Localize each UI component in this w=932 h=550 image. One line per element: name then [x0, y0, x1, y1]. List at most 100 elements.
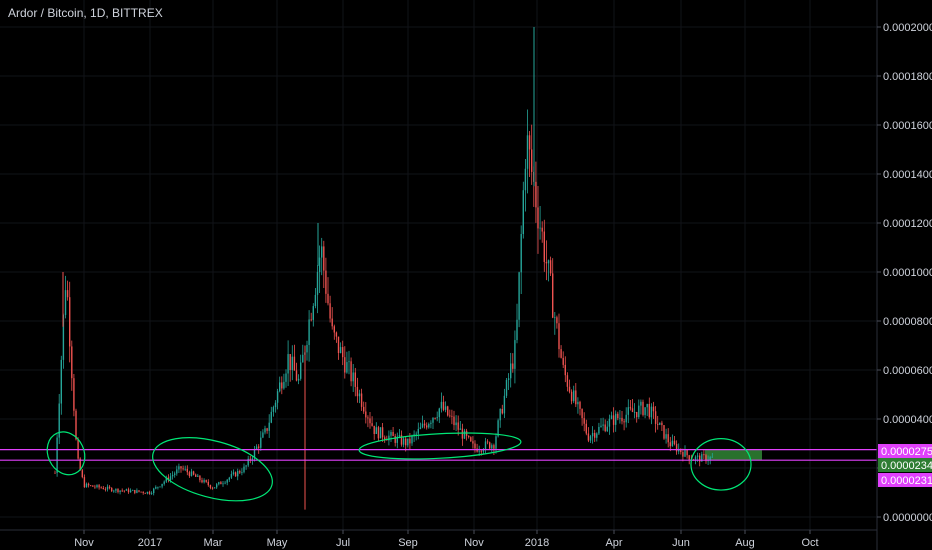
candle-body	[127, 489, 130, 493]
candle-body	[201, 480, 203, 483]
candle-body	[514, 340, 516, 369]
candle-body	[629, 407, 632, 409]
candle-body	[373, 425, 375, 435]
candle-body	[701, 454, 703, 462]
candle-body	[346, 362, 348, 373]
candle-body	[417, 428, 419, 434]
time-axis[interactable]: Nov 2017 Mar May Jul Sep Nov 2018 Apr Jun Aug Oct	[74, 530, 819, 549]
candle-body	[153, 488, 155, 494]
candle-body	[535, 181, 537, 208]
candle-body	[453, 416, 455, 426]
candle-body	[705, 455, 707, 462]
candle-body	[623, 421, 625, 423]
candle-body	[71, 346, 73, 379]
x-tick-label: Jun	[672, 537, 690, 549]
x-tick-label: 2017	[138, 537, 162, 549]
candle-body	[522, 190, 524, 234]
candle-body	[276, 391, 279, 403]
candle-body	[266, 428, 268, 431]
candle-body	[77, 439, 79, 459]
candle-body	[188, 472, 191, 476]
candle-body	[518, 272, 520, 320]
candle-body	[331, 318, 333, 327]
candle-body	[598, 426, 600, 434]
candle-body	[661, 422, 663, 426]
candle-body	[381, 427, 384, 438]
candle-body	[352, 372, 354, 382]
candle-body	[367, 417, 369, 419]
candle-body	[589, 436, 592, 441]
candle-body	[650, 406, 653, 418]
candle-body	[631, 408, 634, 412]
candle-body	[66, 290, 69, 298]
x-tick-label: Mar	[204, 537, 223, 549]
candle-body	[554, 317, 556, 319]
candle-body	[392, 432, 394, 437]
candle-body	[463, 430, 466, 439]
candle-body	[136, 490, 138, 493]
candle-body	[220, 482, 222, 485]
circle-marker	[46, 431, 86, 476]
candle-body	[146, 491, 149, 494]
candle-body	[501, 409, 503, 414]
candle-body	[260, 437, 262, 448]
candle-body	[587, 433, 590, 441]
candle-body	[419, 427, 422, 429]
candle-body	[442, 401, 445, 410]
candle-body	[667, 434, 669, 443]
candle-body	[684, 449, 686, 457]
x-tick-label: Aug	[735, 537, 755, 549]
candle-body	[671, 440, 674, 447]
candle-body	[455, 422, 457, 426]
candle-body	[625, 414, 627, 423]
candle-body	[434, 417, 436, 419]
candle-body	[396, 436, 398, 443]
candle-body	[636, 411, 638, 418]
candle-body	[547, 260, 550, 264]
candle-body	[60, 359, 62, 404]
candle-body	[673, 440, 676, 445]
candle-body	[337, 336, 340, 353]
candle-body	[608, 418, 611, 427]
candle-body	[123, 490, 125, 492]
candle-body	[528, 135, 531, 150]
candle-body	[180, 466, 182, 469]
candle-body	[316, 272, 319, 295]
candle-body	[457, 422, 459, 430]
candle-body	[100, 487, 102, 489]
candle-body	[556, 317, 558, 324]
candle-body	[507, 378, 510, 380]
candle-body	[108, 486, 111, 488]
candle-body	[159, 486, 161, 488]
candle-body	[197, 475, 199, 477]
candle-body	[440, 401, 443, 409]
candle-body	[680, 448, 682, 453]
candle-body	[155, 487, 157, 489]
candle-body	[612, 415, 615, 425]
candle-body	[64, 290, 67, 316]
candle-body	[169, 476, 172, 481]
candle-body	[226, 479, 228, 483]
candle-body	[568, 386, 571, 392]
candle-body	[472, 441, 474, 444]
candle-body	[104, 489, 107, 490]
candle-body	[491, 445, 493, 449]
candle-body	[199, 475, 201, 481]
candle-body	[258, 446, 260, 448]
candle-body	[562, 357, 564, 365]
candle-body	[510, 363, 512, 379]
candle-body	[654, 411, 657, 424]
candle-body	[327, 293, 329, 304]
candle-body	[363, 406, 365, 412]
candle-body	[102, 487, 104, 490]
candle-body	[291, 356, 293, 371]
circled-regions	[46, 431, 752, 502]
candle-body	[245, 465, 247, 467]
candle-body	[451, 415, 453, 417]
